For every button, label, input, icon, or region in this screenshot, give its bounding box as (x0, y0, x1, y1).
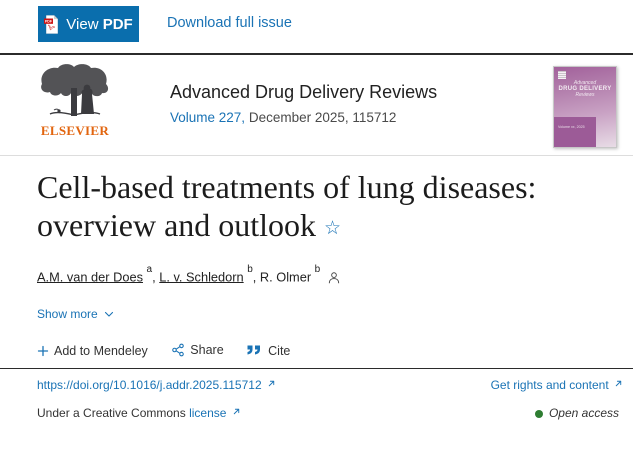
svg-text:PDF: PDF (45, 19, 53, 23)
